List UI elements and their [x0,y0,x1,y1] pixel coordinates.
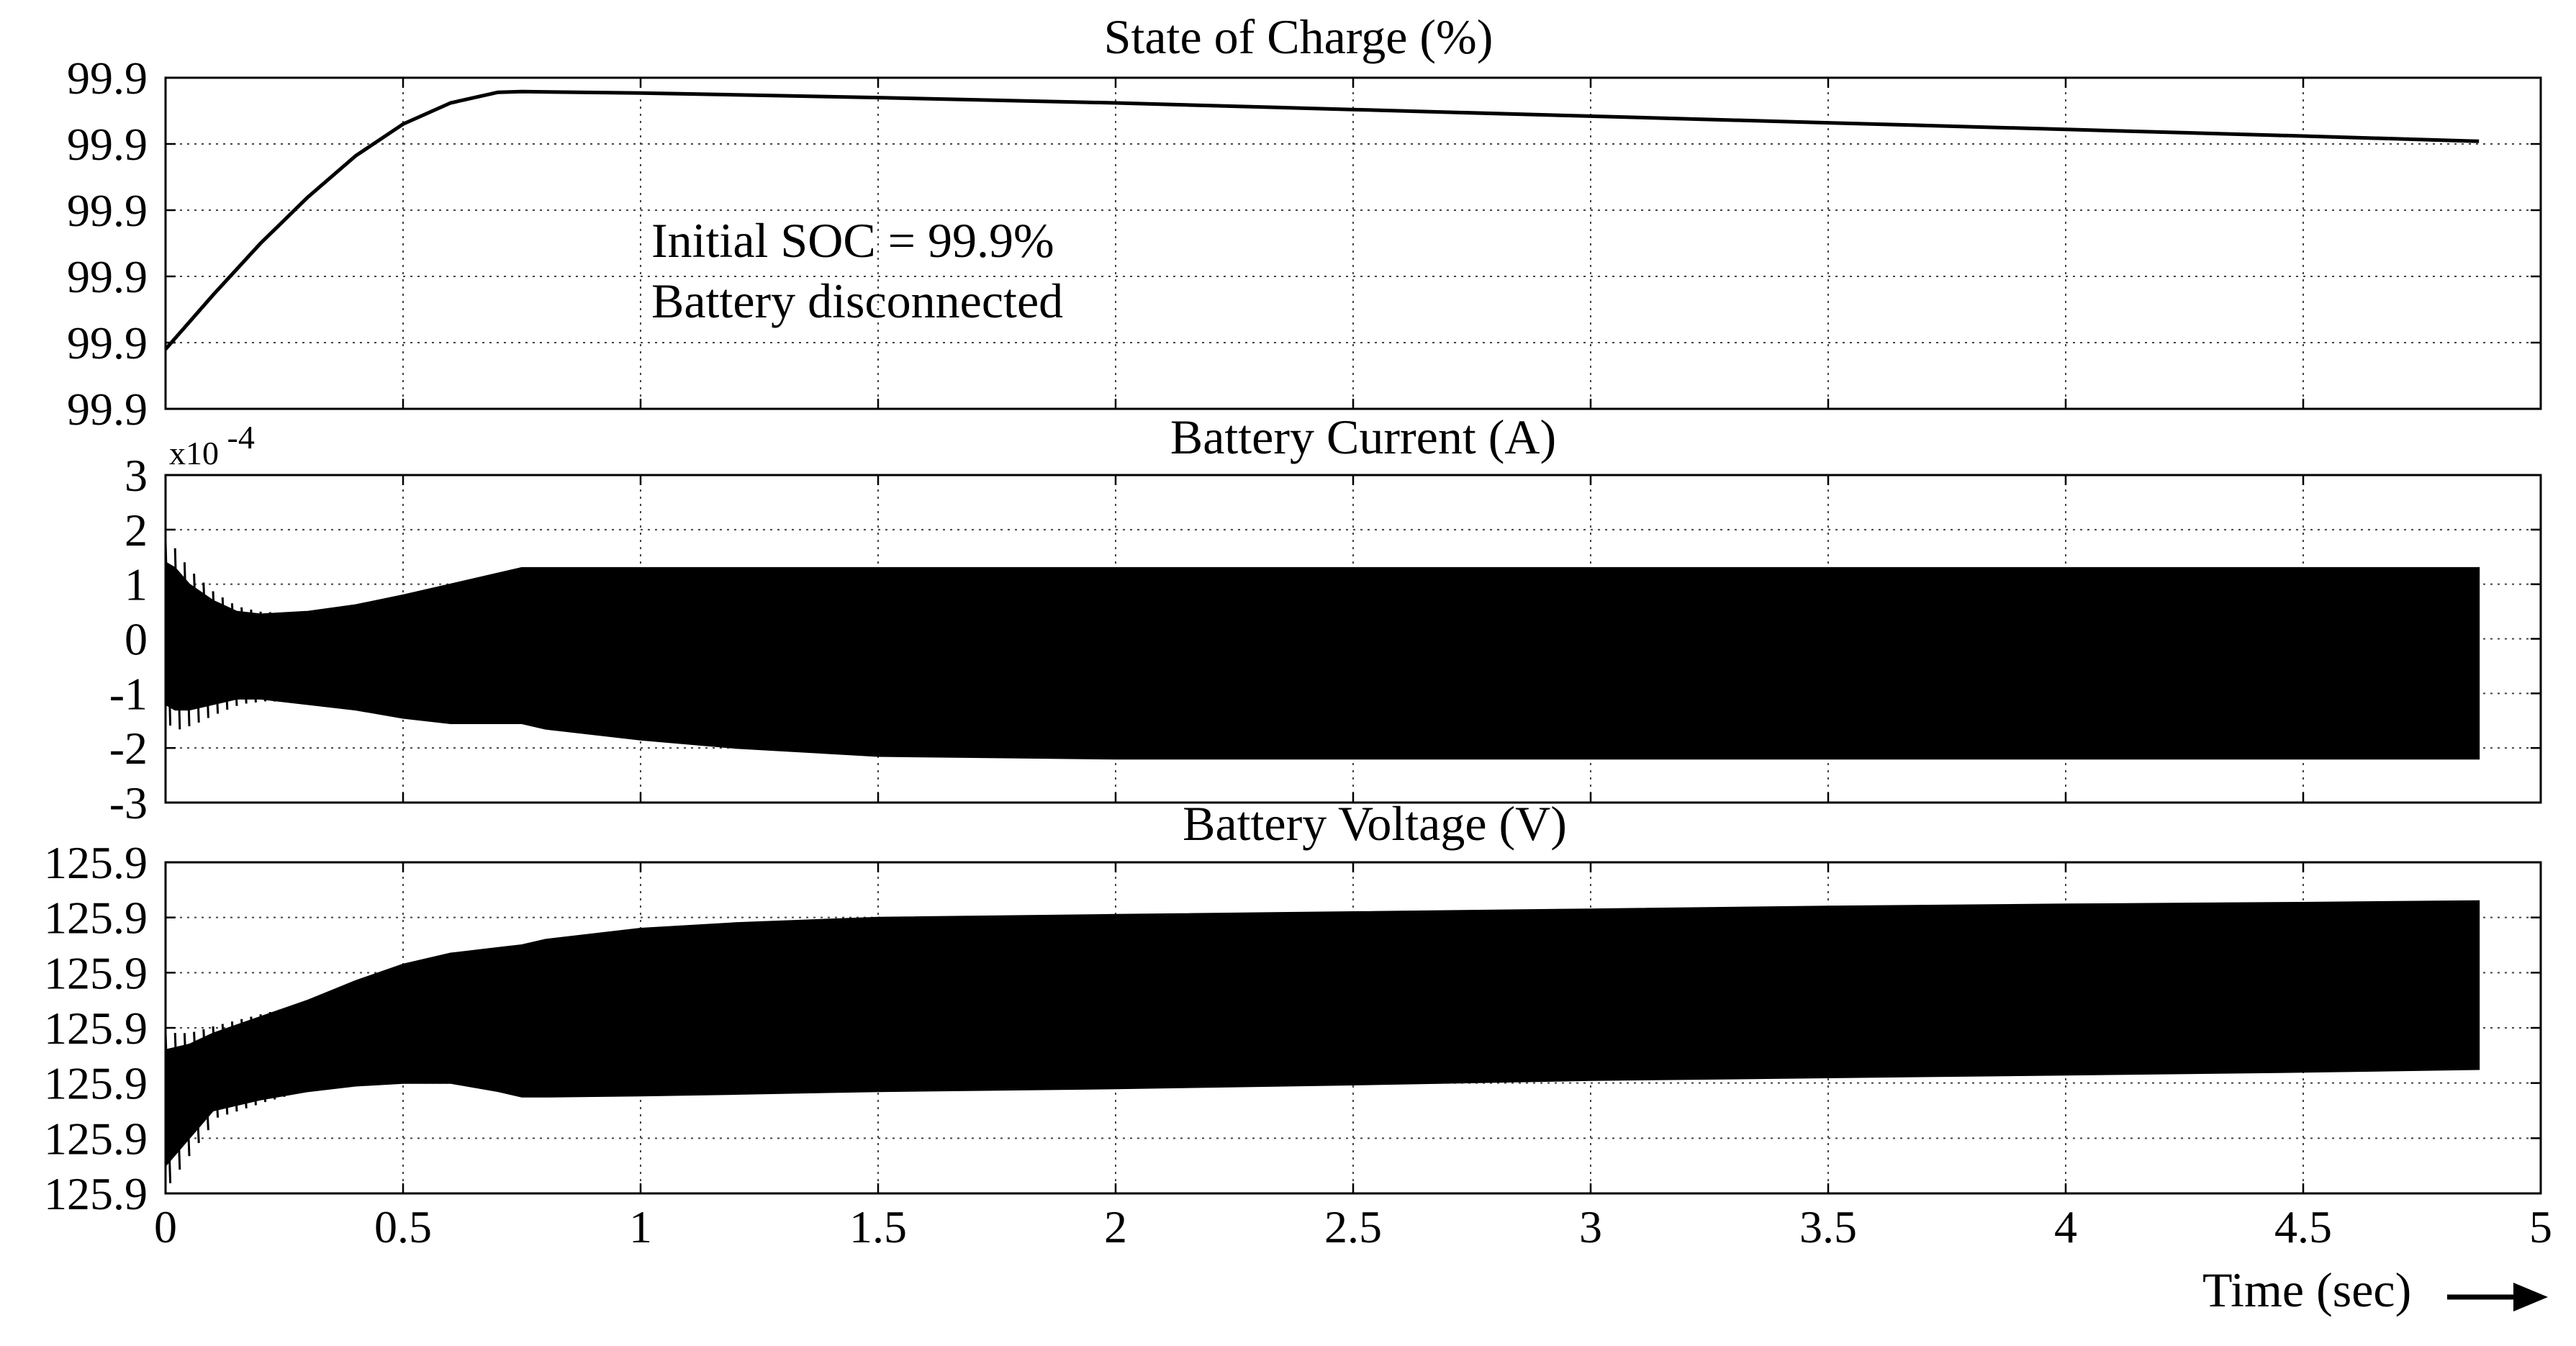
soc-axes-frame [164,76,2542,410]
x-tick-label: 4 [2054,1201,2077,1252]
x-tick-label: 1 [629,1201,652,1252]
y-tick-label: 125.9 [44,1058,148,1109]
x-tick-label: 0.5 [374,1201,432,1252]
soc-plot-area [164,89,2480,351]
voltage-plot-area [164,900,2480,1183]
y-tick-label: -2 [109,723,148,774]
current-axes-frame [164,474,2542,804]
soc-panel: State of Charge (%) 99.999.999.999.999.9… [67,9,2542,435]
current-plot-area [164,541,2480,760]
y-tick-label: -1 [109,668,148,719]
y-tick-label: 99.9 [67,384,148,435]
x-tick-label: 2 [1104,1201,1127,1252]
x-tick-label: 3 [1579,1201,1602,1252]
x-axis-label: Time (sec) [2202,1263,2411,1317]
y-tick-label: 125.9 [44,1168,148,1219]
x-tick-label: 0 [154,1201,177,1252]
voltage-title: Battery Voltage (V) [1183,796,1567,851]
y-tick-label: 125.9 [44,837,148,888]
y-tick-label: 125.9 [44,893,148,944]
soc-series-line [164,89,2480,351]
soc-y-axis: 99.9 99.9 99.9 99.9 99.9 99.9 [67,53,2541,435]
current-exponent-label: x10 -4 [169,419,255,471]
y-tick-label: 99.9 [67,119,148,170]
soc-annotation-initial: Initial SOC = 99.9% [651,213,1054,268]
soc-title: State of Charge (%) [1104,9,1493,64]
y-tick-label: 99.9 [67,53,148,104]
y-tick-label: 1 [125,559,148,610]
exponent-base: x10 [169,435,219,471]
exponent-power: -4 [227,419,255,456]
x-axis-tick-labels: 0 0.5 1 1.5 2 2.5 3 3.5 4 4.5 5 [154,1201,2552,1252]
x-tick-label: 2.5 [1324,1201,1382,1252]
x-tick-label: 5 [2529,1201,2552,1252]
soc-grid [166,78,2541,409]
y-tick-label: 125.9 [44,1003,148,1054]
current-title: Battery Current (A) [1170,410,1556,464]
y-tick-label: 125.9 [44,1113,148,1164]
y-tick-label: 0 [125,614,148,665]
x-tick-label: 3.5 [1799,1201,1857,1252]
y-tick-label: 2 [125,505,148,556]
y-tick-label: 99.9 [67,251,148,302]
y-tick-label: 99.9 [67,317,148,369]
x-tick-label: 1.5 [849,1201,907,1252]
y-tick-label: 125.9 [44,947,148,998]
initial-transient [164,1009,286,1183]
x-tick-label: 4.5 [2274,1201,2332,1252]
voltage-panel: Battery Voltage (V) 125.9125.9125.9125.9… [44,796,2542,1219]
oscillation-envelope [165,561,2480,760]
voltage-axes-frame [164,861,2542,1195]
y-tick-label: 99.9 [67,185,148,236]
y-tick-label: -3 [109,777,148,828]
soc-annotation-disconnected: Battery disconnected [651,274,1063,328]
initial-transient [164,541,286,730]
y-tick-label: 3 [125,450,148,501]
right-arrow-icon [2447,1283,2548,1311]
oscillation-envelope [165,900,2480,1168]
